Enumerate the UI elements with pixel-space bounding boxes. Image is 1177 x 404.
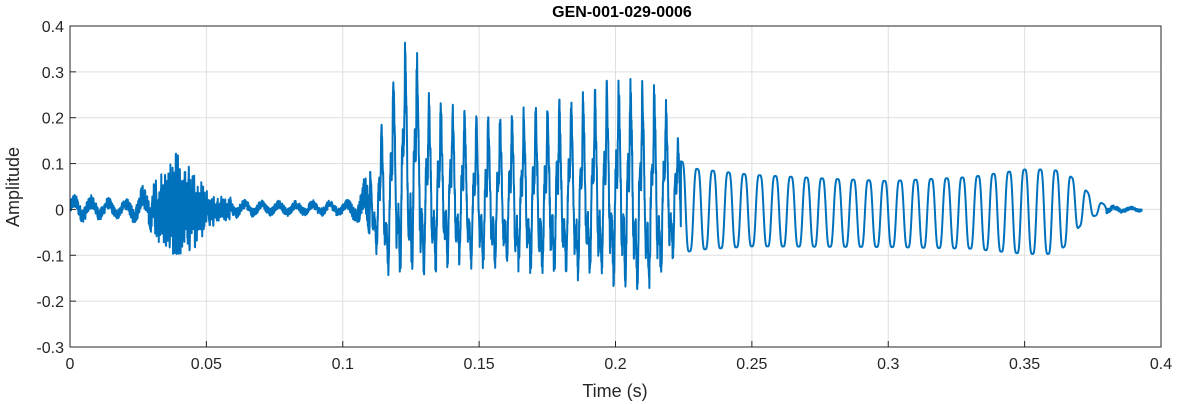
x-tick-label: 0.35: [1009, 356, 1040, 373]
x-tick-label: 0.4: [1150, 356, 1172, 373]
x-tick-label: 0.15: [464, 356, 495, 373]
y-tick-label: 0.3: [42, 65, 64, 82]
x-axis-label: Time (s): [582, 381, 647, 401]
y-tick-label: -0.3: [36, 340, 64, 357]
x-tick-label: 0.1: [332, 356, 354, 373]
x-tick-label: 0.2: [604, 356, 626, 373]
y-tick-label: 0.4: [42, 19, 64, 36]
x-tick-label: 0: [66, 356, 75, 373]
y-axis-label: Amplitude: [3, 147, 23, 227]
x-tick-label: 0.05: [191, 356, 222, 373]
x-tick-label: 0.25: [736, 356, 767, 373]
x-tick-label: 0.3: [877, 356, 899, 373]
plot-area: [70, 41, 1143, 291]
y-axis: -0.3 -0.2 -0.1 0 0.1 0.2 0.3 0.4: [36, 19, 76, 357]
y-tick-label: 0: [55, 202, 64, 219]
y-tick-label: -0.1: [36, 248, 64, 265]
chart-title: GEN-001-029-0006: [552, 4, 692, 21]
y-tick-label: 0.2: [42, 111, 64, 128]
y-tick-label: -0.2: [36, 294, 64, 311]
series-line-amplitude: [70, 41, 1143, 291]
y-tick-label: 0.1: [42, 157, 64, 174]
x-axis: 0 0.05 0.1 0.15 0.2 0.25 0.3 0.35 0.4: [66, 341, 1172, 373]
